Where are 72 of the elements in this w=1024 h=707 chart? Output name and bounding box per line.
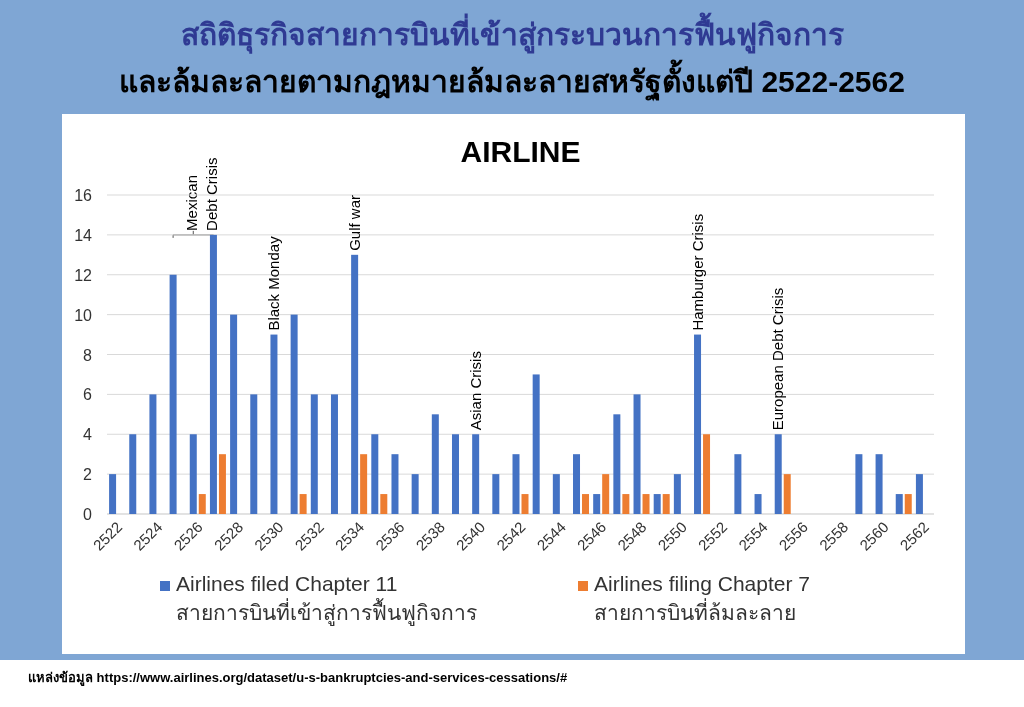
- bar: [380, 494, 388, 514]
- annotation: Gulf war: [345, 194, 363, 251]
- annotation: Hamburger Crisis: [688, 213, 706, 331]
- bar: [703, 434, 711, 514]
- y-tick-label: 16: [74, 187, 93, 204]
- bar: [299, 494, 307, 514]
- bar: [270, 334, 278, 514]
- bar: [602, 474, 610, 514]
- y-tick-label: 8: [83, 346, 93, 364]
- bar: [472, 434, 480, 514]
- bar: [642, 494, 650, 514]
- bar: [613, 414, 621, 514]
- bar: [209, 234, 217, 514]
- bar: [573, 454, 581, 514]
- bar: [109, 474, 117, 514]
- legend-label: Airlines filing Chapter 7 สายการบินที่ล้มละลาย: [594, 572, 810, 624]
- bar: [633, 394, 641, 514]
- bar: [783, 474, 791, 514]
- text: แหล่งข้อมูล https://www.airlines.org/dataset/u-s-bankruptcies-and-services-cessations/#: [28, 670, 568, 686]
- y-tick-label: 10: [74, 306, 93, 324]
- annotation: Mexican Debt Crisis: [183, 157, 221, 231]
- bar: [431, 414, 439, 514]
- bar: [875, 454, 883, 514]
- bar: [774, 434, 782, 514]
- bar: [622, 494, 630, 514]
- chart-title: สถิติธุรกิจสายการบินที่เข้าสู่กระบวนการฟื้นฟูกิจการ: [180, 12, 844, 54]
- y-tick-label: 12: [74, 266, 93, 284]
- bar: [411, 474, 419, 514]
- bar: [391, 454, 399, 514]
- bar: [360, 454, 368, 514]
- bar: [198, 494, 206, 514]
- bar: [169, 274, 177, 514]
- bar: [521, 494, 529, 514]
- bar: [451, 434, 459, 514]
- legend-label: Airlines filed Chapter 11 สายการบินที่เข้าสู่การฟื้นฟูกิจการ: [176, 572, 477, 626]
- bar: [734, 454, 742, 514]
- bar: [673, 474, 681, 514]
- bar: [855, 454, 863, 514]
- bar: [915, 474, 923, 514]
- bar: [189, 434, 197, 514]
- bar: [310, 394, 318, 514]
- y-tick-label: 4: [83, 426, 93, 444]
- annotation: European Debt Crisis: [769, 287, 787, 431]
- bar: [492, 474, 500, 514]
- annotation: Asian Crisis: [466, 351, 484, 431]
- bar: [230, 314, 238, 514]
- bar: [662, 494, 670, 514]
- y-tick-label: 6: [83, 386, 93, 404]
- bar: [512, 454, 520, 514]
- bar: [593, 494, 601, 514]
- annotation: Black Monday: [264, 235, 282, 331]
- bar: [904, 494, 912, 514]
- bar: [351, 254, 359, 514]
- bar: [330, 394, 338, 514]
- bar: [371, 434, 379, 514]
- bar: [218, 454, 226, 514]
- bar: [532, 374, 540, 514]
- bar: [552, 474, 560, 514]
- bar: [250, 394, 258, 514]
- bar: [653, 494, 661, 514]
- bar: [290, 314, 298, 514]
- bar: [149, 394, 157, 514]
- bar: [895, 494, 903, 514]
- y-tick-label: 14: [74, 226, 93, 244]
- bar: [129, 434, 137, 514]
- bar: [754, 494, 762, 514]
- y-tick-label: 0: [83, 506, 93, 523]
- text: AIRLINE: [460, 135, 581, 168]
- chart-subtitle: และล้มละลายตามกฎหมายล้มละลายสหรัฐตั้งแต่ปี 2522-2562: [119, 59, 905, 102]
- bar: [694, 334, 702, 514]
- bar: [582, 494, 590, 514]
- y-tick-label: 2: [83, 466, 93, 484]
